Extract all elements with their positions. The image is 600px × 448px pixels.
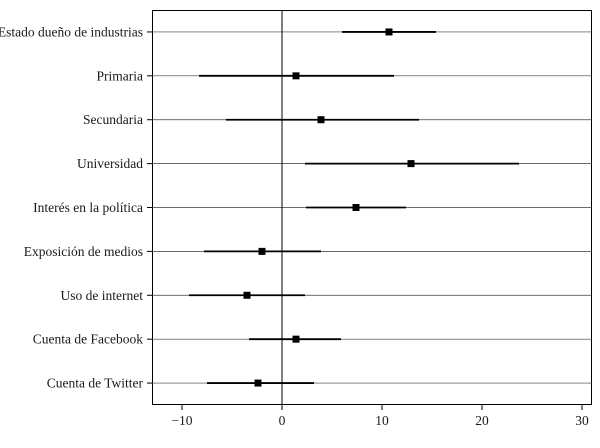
point-marker — [243, 291, 251, 299]
point-marker — [385, 28, 393, 36]
point-marker — [292, 335, 300, 343]
x-tick-label: 10 — [375, 413, 389, 428]
point-marker — [352, 204, 360, 211]
point-marker — [258, 247, 266, 255]
category-label: Estado dueño de industrias — [0, 24, 143, 39]
x-tick-label: 20 — [475, 413, 489, 428]
category-label: Uso de internet — [61, 288, 144, 303]
point-marker — [407, 160, 415, 168]
category-label: Universidad — [77, 156, 143, 171]
point-marker — [292, 72, 300, 80]
x-tick-label: 0 — [279, 413, 286, 428]
point-marker — [317, 116, 325, 124]
category-label: Exposición de medios — [24, 244, 143, 259]
category-label: Interés en la política — [33, 200, 143, 215]
category-label: Cuenta de Twitter — [47, 376, 144, 391]
point-marker — [254, 379, 262, 387]
category-label: Secundaria — [83, 112, 143, 127]
category-label: Primaria — [97, 68, 144, 83]
x-tick-label: −10 — [171, 413, 192, 428]
category-label: Cuenta de Facebook — [33, 332, 143, 347]
x-tick-label: 30 — [575, 413, 589, 428]
